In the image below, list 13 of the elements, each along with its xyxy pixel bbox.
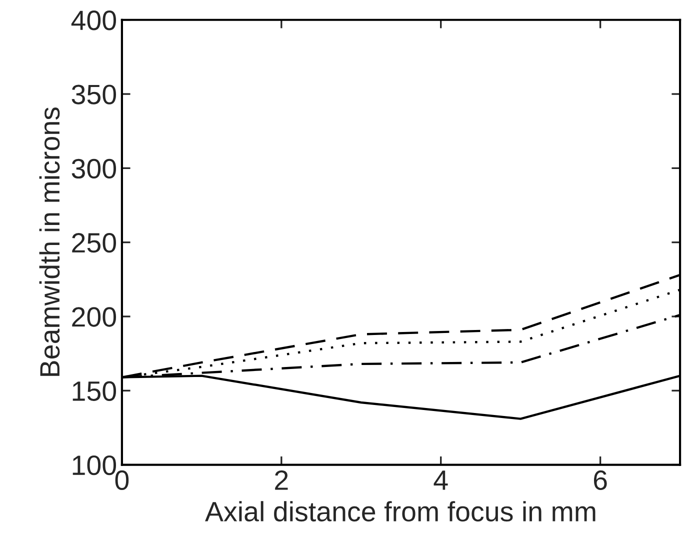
y-tick-label: 100	[72, 455, 116, 476]
x-tick-label: 2	[275, 470, 288, 490]
y-tick-label: 300	[72, 158, 116, 179]
x-axis-title: Axial distance from focus in mm	[205, 501, 596, 522]
y-tick-label: 200	[72, 307, 116, 327]
y-tick-label: 350	[72, 84, 116, 104]
x-tick-label: 4	[434, 470, 448, 490]
x-tick-label: 0	[115, 470, 129, 490]
y-tick-label: 400	[71, 10, 116, 30]
x-tick-label: 6	[594, 470, 607, 490]
y-axis-title: Beamwidth in microns	[39, 107, 60, 376]
y-tick-label: 150	[72, 381, 116, 401]
y-tick-label: 250	[72, 232, 116, 253]
